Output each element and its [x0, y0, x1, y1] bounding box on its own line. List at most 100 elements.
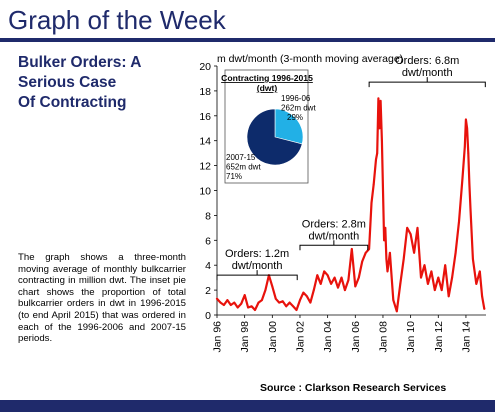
y-tick-label: 2: [205, 285, 211, 297]
series-point: [292, 305, 294, 308]
series-point: [475, 282, 478, 285]
series-point: [382, 189, 384, 192]
series-point: [478, 270, 481, 273]
x-tick-label: Jan 10: [405, 321, 417, 353]
series-point: [299, 299, 301, 301]
series-point: [378, 127, 381, 130]
series-point: [379, 99, 382, 102]
series-point: [463, 146, 466, 148]
x-tick-label: Jan 04: [322, 321, 334, 353]
series-point: [243, 294, 246, 296]
series-point: [370, 202, 373, 204]
description: The graph shows a three-month moving ave…: [18, 252, 186, 345]
subtitle: Bulker Orders: A Serious Case Of Contrac…: [18, 53, 178, 113]
series-point: [264, 289, 267, 291]
pie-title-line-1: Contracting 1996-2015: [221, 73, 313, 83]
annotation-label-line-1: Orders: 1.2m: [225, 248, 289, 260]
pie-title-line-2: (dwt): [257, 83, 278, 93]
series-point: [309, 301, 312, 304]
series-point: [468, 183, 471, 186]
series-point: [216, 297, 218, 300]
pie-slice-label: 29%: [287, 113, 303, 122]
annotation-bracket: [299, 240, 369, 251]
annotation-label-line-1: Orders: 2.8m: [302, 218, 366, 230]
series-point: [326, 274, 329, 277]
series-point: [226, 299, 229, 301]
series-point: [354, 285, 357, 288]
series-point: [384, 226, 387, 229]
x-tick-label: Jan 00: [267, 321, 279, 353]
inset-pie-chart: Contracting 1996-2015 (dwt) 1996-06262m …: [221, 69, 316, 184]
series-point: [316, 274, 319, 277]
series-point: [383, 239, 385, 242]
series-point: [385, 258, 388, 260]
x-tick-label: Jan 02: [294, 321, 306, 353]
series-point: [461, 177, 464, 179]
annotation-label-line-1: Orders: 6.8m: [395, 55, 459, 67]
annotation-label-line-2: dwt/month: [308, 230, 359, 242]
series-point: [375, 158, 377, 161]
series-point: [312, 289, 315, 291]
series-point: [454, 251, 457, 254]
series-point: [377, 97, 380, 100]
series-point: [347, 279, 350, 282]
y-tick-label: 12: [199, 161, 211, 173]
series-point: [340, 276, 343, 279]
series-point: [433, 289, 436, 291]
pie-slice-label: 1996-06: [281, 94, 311, 103]
series-point: [281, 300, 284, 303]
series-point: [236, 306, 239, 309]
series-point: [364, 251, 367, 254]
y-tick-label: 8: [205, 210, 211, 222]
x-tick-label: Jan 12: [433, 321, 445, 353]
series-point: [380, 139, 383, 142]
y-tick-label: 0: [205, 310, 211, 322]
series-point: [257, 301, 260, 304]
series-point: [420, 276, 422, 279]
series-point: [254, 309, 256, 311]
series-point: [305, 295, 308, 298]
series-point: [376, 152, 379, 155]
y-tick-label: 14: [199, 136, 211, 148]
series-point: [223, 304, 225, 306]
y-tick-label: 6: [205, 235, 211, 247]
series-point: [395, 310, 398, 313]
header-rule: [0, 38, 495, 42]
series-point: [392, 299, 395, 301]
subtitle-line-1: Bulker Orders: A: [18, 54, 142, 71]
series-point: [440, 289, 443, 291]
series-point: [430, 270, 433, 273]
series-point: [240, 302, 243, 305]
series-point: [330, 282, 333, 285]
series-point: [288, 301, 291, 304]
y-tick-label: 18: [199, 86, 211, 98]
series-point: [344, 289, 346, 291]
series-point: [333, 276, 336, 279]
series-point: [388, 251, 391, 254]
series-point: [323, 270, 326, 273]
series-point: [437, 276, 440, 279]
series-point: [451, 276, 454, 279]
series-point: [386, 270, 389, 273]
series-point: [402, 258, 405, 260]
series-point: [261, 299, 263, 301]
y-axis-label: m dwt/month (3-month moving average): [217, 53, 403, 65]
annotation-bracket: [216, 270, 298, 281]
series-point: [483, 307, 486, 310]
header-title: Graph of the Week: [8, 5, 226, 35]
series-point: [469, 208, 472, 211]
series-point: [427, 282, 429, 285]
x-tick-label: Jan 98: [239, 321, 251, 353]
series-point: [274, 297, 277, 300]
series-point: [250, 305, 253, 308]
series-point: [285, 305, 288, 308]
series-point: [319, 282, 322, 285]
pie-slice-label: 2007-15: [226, 153, 256, 162]
pie-slice-label: 71%: [226, 172, 242, 181]
y-tick-label: 16: [199, 111, 211, 123]
series-point: [447, 295, 450, 298]
x-tick-label: Jan 06: [350, 321, 362, 353]
source-note: Source : Clarkson Research Services: [260, 382, 447, 394]
